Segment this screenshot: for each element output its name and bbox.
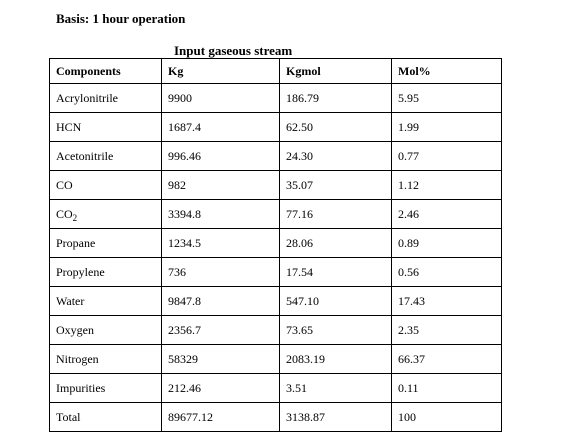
component-subscript: 2 bbox=[72, 213, 78, 223]
table-row: Oxygen 2356.7 73.65 2.35 bbox=[49, 315, 502, 345]
header-mol-percent: Mol% bbox=[391, 58, 502, 84]
table-row: HCN 1687.4 62.50 1.99 bbox=[49, 112, 502, 142]
table-row-total: Total 89677.12 3138.87 100 bbox=[49, 402, 502, 432]
mol-percent-value: 0.11 bbox=[398, 381, 419, 395]
table-row: CO 982 35.07 1.12 bbox=[49, 170, 502, 200]
kg-value: 212.46 bbox=[168, 381, 201, 395]
component-name: CO2 bbox=[56, 207, 155, 223]
component-formula: CO bbox=[56, 207, 73, 221]
mol-percent-value: 2.46 bbox=[398, 207, 419, 221]
input-gaseous-stream-table: Components Kg Kgmol Mol% Acrylonitrile 9… bbox=[49, 58, 502, 432]
component-name: Propane bbox=[56, 236, 96, 250]
mol-percent-value: 1.12 bbox=[398, 178, 419, 192]
kg-value: 1234.5 bbox=[168, 236, 201, 250]
component-name: Acrylonitrile bbox=[56, 91, 118, 105]
table-row: Acetonitrile 996.46 24.30 0.77 bbox=[49, 141, 502, 171]
table-row: Water 9847.8 547.10 17.43 bbox=[49, 286, 502, 316]
component-name: Oxygen bbox=[56, 323, 94, 337]
kgmol-value: 73.65 bbox=[286, 323, 313, 337]
component-name: Propylene bbox=[56, 265, 105, 279]
kg-value: 2356.7 bbox=[168, 323, 201, 337]
table-header-row: Components Kg Kgmol Mol% bbox=[49, 58, 502, 84]
kg-value: 736 bbox=[168, 265, 186, 279]
kg-value: 1687.4 bbox=[168, 120, 201, 134]
kgmol-value: 547.10 bbox=[286, 294, 319, 308]
table-row: CO2 3394.8 77.16 2.46 bbox=[49, 199, 502, 229]
kg-value: 996.46 bbox=[168, 149, 201, 163]
mol-percent-value: 100 bbox=[398, 410, 416, 424]
mol-percent-value: 0.56 bbox=[398, 265, 419, 279]
kgmol-value: 3.51 bbox=[286, 381, 307, 395]
component-name: HCN bbox=[56, 120, 82, 134]
kg-value: 9847.8 bbox=[168, 294, 201, 308]
mol-percent-value: 5.95 bbox=[398, 91, 419, 105]
kg-value: 982 bbox=[168, 178, 186, 192]
mol-percent-value: 1.99 bbox=[398, 120, 419, 134]
table-row: Impurities 212.46 3.51 0.11 bbox=[49, 373, 502, 403]
table-row: Nitrogen 58329 2083.19 66.37 bbox=[49, 344, 502, 374]
kg-value: 58329 bbox=[168, 352, 198, 366]
kg-value: 9900 bbox=[168, 91, 192, 105]
mol-percent-value: 17.43 bbox=[398, 294, 425, 308]
kgmol-value: 28.06 bbox=[286, 236, 313, 250]
header-kgmol: Kgmol bbox=[279, 58, 392, 84]
table-row: Propylene 736 17.54 0.56 bbox=[49, 257, 502, 287]
header-kg: Kg bbox=[161, 58, 280, 84]
mol-percent-value: 66.37 bbox=[398, 352, 425, 366]
kgmol-value: 24.30 bbox=[286, 149, 313, 163]
component-name: Water bbox=[56, 294, 85, 308]
kgmol-value: 3138.87 bbox=[286, 410, 325, 424]
kg-value: 89677.12 bbox=[168, 410, 213, 424]
component-name: CO bbox=[56, 178, 73, 192]
kgmol-value: 186.79 bbox=[286, 91, 319, 105]
component-name: Impurities bbox=[56, 381, 106, 395]
kgmol-value: 17.54 bbox=[286, 265, 313, 279]
table-row: Propane 1234.5 28.06 0.89 bbox=[49, 228, 502, 258]
component-name: Total bbox=[56, 410, 81, 424]
header-components: Components bbox=[49, 58, 162, 84]
component-name: Nitrogen bbox=[56, 352, 99, 366]
basis-label: Basis: 1 hour operation bbox=[56, 11, 186, 26]
mol-percent-value: 2.35 bbox=[398, 323, 419, 337]
kg-value: 3394.8 bbox=[168, 207, 201, 221]
kgmol-value: 35.07 bbox=[286, 178, 313, 192]
kgmol-value: 62.50 bbox=[286, 120, 313, 134]
mol-percent-value: 0.89 bbox=[398, 236, 419, 250]
table-row: Acrylonitrile 9900 186.79 5.95 bbox=[49, 83, 502, 113]
mol-percent-value: 0.77 bbox=[398, 149, 419, 163]
component-name: Acetonitrile bbox=[56, 149, 114, 163]
kgmol-value: 77.16 bbox=[286, 207, 313, 221]
kgmol-value: 2083.19 bbox=[286, 352, 325, 366]
table-caption: Input gaseous stream bbox=[174, 43, 293, 58]
